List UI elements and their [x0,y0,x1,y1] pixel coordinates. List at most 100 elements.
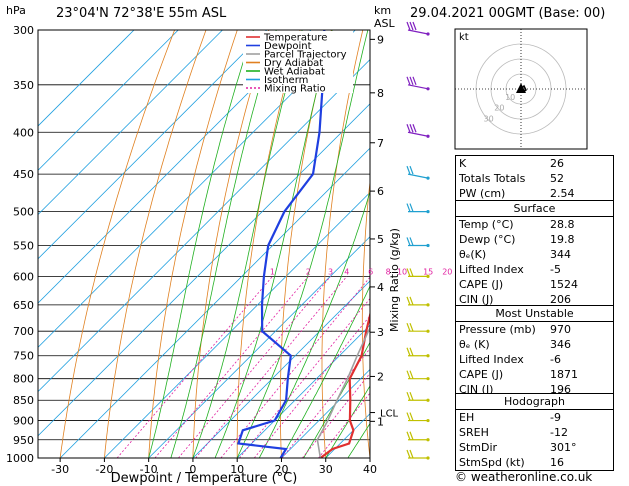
wind-barb-dot [426,398,430,402]
parcel-trajectory-line [316,326,370,458]
index-row: PW (cm) 2.54 [456,186,613,201]
index-label: Totals Totals [459,172,526,185]
x-tick-label: -30 [51,463,69,476]
wind-barb-dot [426,438,430,442]
hodo-label: EH [459,411,475,424]
dry-adiabat-line [613,30,629,458]
unstable-label: Lifted Index [459,353,524,366]
wind-barb-feather [406,322,411,332]
index-row: Totals Totals 52 [456,171,613,186]
index-label: PW (cm) [459,187,506,200]
index-value: 2.54 [550,187,575,200]
pressure-tick-label: 750 [13,350,34,363]
isotherm-line [192,280,370,458]
hodo-value: 16 [550,456,564,469]
km-tick-label: 8 [377,87,384,100]
wind-barb-feather [406,449,411,459]
mixing-ratio-label: 15 [423,267,433,276]
surface-row: Dewp (°C) 19.8 [456,232,613,247]
hodograph-table: Hodograph EH -9 SREH -12 StmDir 301° StmSpd (k… [455,393,614,471]
surface-row: θₑ(K) 344 [456,247,613,262]
index-value: 52 [550,172,564,185]
wind-barb-feather [406,347,411,356]
km-tick-label: 1 [377,415,384,428]
wind-barb-dot [426,134,430,138]
hodo-value: -12 [550,426,568,439]
wind-barb-staff [407,29,429,35]
wind-barb-feather [406,237,411,246]
surface-label: CAPE (J) [459,278,504,291]
unstable-title: Most Unstable [456,306,613,322]
x-tick-label: 0 [189,463,196,476]
mixing-ratio-line [154,276,309,458]
pressure-tick-label: 950 [13,434,34,447]
mixing-ratio-line [195,276,348,458]
isotherm-line [59,147,370,458]
wet-adiabat-line [192,30,303,458]
hodo-row: StmDir 301° [456,440,613,455]
unstable-value: -6 [550,353,561,366]
wind-barb-feather [409,449,414,459]
surface-row: CIN (J) 206 [456,292,613,307]
wind-barb-dot [426,243,430,248]
surface-row: Temp (°C) 28.8 [456,217,613,232]
index-value: 26 [550,157,564,170]
wind-barb-dot [426,456,430,460]
indices-table: K 26 Totals Totals 52 PW (cm) 2.54 [455,155,614,202]
unstable-value: 346 [550,338,571,351]
index-row: K 26 [456,156,613,171]
surface-value: 206 [550,293,571,306]
pressure-tick-label: 700 [13,325,34,338]
wind-barbs [406,21,430,460]
isotherm-line [38,103,370,437]
wind-barb-feather [406,124,411,133]
legend-label: Mixing Ratio [264,84,326,95]
mixing-ratio-line [220,276,370,458]
unstable-value: 196 [550,383,571,396]
wind-barb-feather [406,370,411,379]
surface-row: Lifted Index -5 [456,262,613,277]
surface-label: Dewp (°C) [459,233,516,246]
isotherm-line [236,324,370,458]
dry-adiabat-line [401,30,425,458]
x-tick-label: 20 [274,463,288,476]
pressure-tick-label: 850 [13,394,34,407]
mixing-ratio-label: 20 [442,267,452,276]
hodograph-ring-label: 10 [505,93,515,102]
pressure-tick-label: 800 [13,373,34,386]
wind-barb-feather [406,268,411,277]
hodo-value: 301° [550,441,577,454]
mixing-ratio-label: 1 [270,267,275,276]
surface-row: CAPE (J) 1524 [456,277,613,292]
surface-label: Lifted Index [459,263,524,276]
wind-barb-dot [426,274,430,279]
unstable-value: 1871 [550,368,578,381]
wind-barb-staff [407,131,429,137]
km-tick-label: 7 [377,137,384,150]
wind-barb-feather [412,21,417,31]
pressure-tick-label: 300 [13,24,34,37]
unstable-label: CIN (J) [459,383,494,396]
wind-barb-dot [426,418,430,423]
pressure-tick-label: 1000 [6,452,34,465]
wind-barb-dot [426,32,430,36]
x-tick-label: -20 [95,463,113,476]
surface-value: -5 [550,263,561,276]
dry-adiabat-line [104,30,207,458]
unstable-row: CAPE (J) 1871 [456,367,613,382]
storm-motion-marker [516,83,526,93]
legend-label: Dewpoint [264,41,312,52]
wind-barb-feather [406,203,411,212]
hpa-label: hPa [6,4,26,17]
x-tick-label: -10 [140,463,158,476]
wind-barb-feather [406,76,411,86]
wet-adiabat-line [303,341,370,458]
wind-barb-feather [409,237,414,246]
wind-barb-staff [407,84,429,90]
mixing-ratio-label: 4 [344,267,349,276]
y-axis-right-title: Mixing Ratio (g/kg) [388,228,401,332]
dry-adiabat-line [59,30,175,458]
isotherm-line [38,59,370,393]
